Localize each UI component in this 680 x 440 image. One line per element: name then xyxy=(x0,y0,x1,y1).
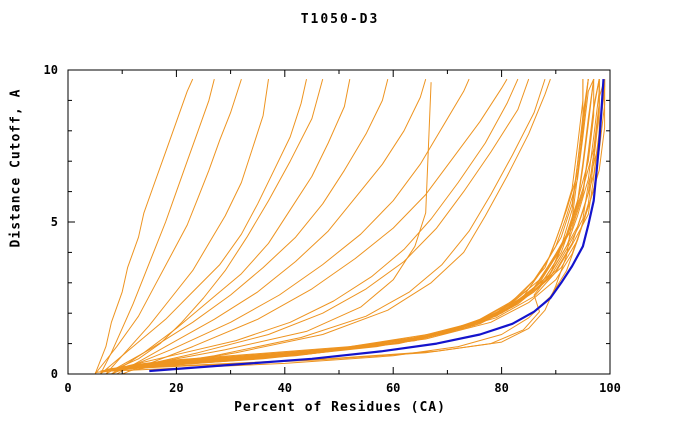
series-line-prediction xyxy=(105,79,595,372)
series-line-prediction xyxy=(132,79,606,366)
series-line-prediction xyxy=(111,79,351,375)
series-line-prediction xyxy=(111,79,600,370)
x-tick-label: 60 xyxy=(385,381,401,395)
x-tick-label: 80 xyxy=(494,381,509,395)
x-tick-label: 0 xyxy=(64,381,72,395)
series-line-prediction xyxy=(116,78,530,372)
series-line-prediction xyxy=(111,78,470,375)
series-line-prediction xyxy=(127,78,551,372)
y-tick-label: 0 xyxy=(50,367,58,381)
series-line-prediction xyxy=(105,78,389,375)
series-line-prediction xyxy=(105,78,519,372)
y-axis-label: Distance Cutoff, A xyxy=(8,88,24,248)
series-line-prediction xyxy=(94,78,194,375)
series-line-prediction xyxy=(116,79,595,370)
series-line-prediction xyxy=(100,79,600,372)
series-line-reference-model xyxy=(149,79,605,373)
series-line-prediction xyxy=(127,82,432,369)
series-line-prediction xyxy=(100,78,215,375)
y-tick-label: 5 xyxy=(50,215,58,229)
x-tick-label: 100 xyxy=(599,381,621,395)
series-line-prediction xyxy=(105,79,269,375)
series-line-prediction xyxy=(100,78,595,373)
series-line-prediction xyxy=(111,79,595,372)
chart-title: T1050-D3 xyxy=(300,12,380,27)
series-line-prediction xyxy=(94,78,242,375)
series-line-prediction xyxy=(111,78,324,372)
series-line-prediction xyxy=(95,79,589,373)
y-tick-label: 10 xyxy=(43,63,58,77)
x-tick-label: 20 xyxy=(169,381,184,395)
series-line-prediction xyxy=(116,78,427,375)
x-axis-label: Percent of Residues (CA) xyxy=(234,400,446,415)
series-line-prediction xyxy=(100,78,307,375)
series-line-prediction xyxy=(122,78,508,375)
x-tick-label: 40 xyxy=(277,381,293,395)
series-line-prediction xyxy=(116,78,546,372)
series-line-prediction xyxy=(122,79,584,370)
series-line-prediction xyxy=(143,79,589,369)
